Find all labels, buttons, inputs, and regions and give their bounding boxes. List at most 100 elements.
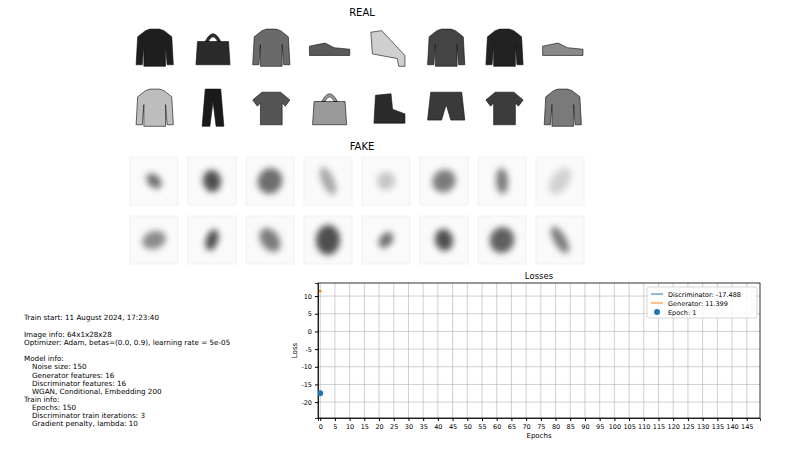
x-tick: 95: [596, 418, 604, 431]
x-tick: 70: [522, 418, 530, 431]
x-tick-mark: [541, 418, 542, 421]
fake-tile: [130, 216, 178, 264]
grid-line: [423, 283, 424, 418]
fake-image: [495, 168, 508, 195]
legend: Discriminator: -17.488Generator: 11.399E…: [647, 287, 757, 318]
y-tick: 0: [308, 328, 318, 336]
x-tick: 110: [638, 418, 650, 431]
canvas: REALFAKETrain start: 11 August 2024, 17:…: [0, 0, 800, 450]
x-tick: 145: [741, 418, 753, 431]
real-grid: [136, 29, 583, 126]
x-tick: 85: [567, 418, 575, 431]
y-tick-label: 0: [308, 328, 312, 336]
fake-tile: [478, 157, 526, 205]
x-tick: 100: [609, 418, 621, 431]
fake-image: [255, 224, 285, 256]
x-tick-label: 60: [493, 423, 501, 431]
x-tick-mark: [732, 418, 733, 421]
y-tick: -5: [306, 346, 318, 354]
plot-frame: [318, 283, 760, 418]
x-tick-label: 125: [682, 423, 694, 431]
real-image: [486, 29, 523, 66]
x-axis: 0510152025303540455055606570758085909510…: [319, 418, 761, 431]
x-tick-mark: [703, 418, 704, 421]
grid-line: [496, 283, 497, 418]
x-tick: 45: [449, 418, 457, 431]
legend-label: Epoch: 1: [668, 309, 696, 317]
epoch-marker: [318, 390, 323, 396]
fake-tile: [478, 216, 526, 264]
x-tick-mark: [467, 418, 468, 421]
x-tick: 90: [581, 418, 589, 431]
grid-line: [643, 283, 644, 418]
x-tick: 140: [726, 418, 738, 431]
real-image: [543, 43, 583, 55]
x-tick-mark: [394, 418, 395, 421]
x-tick-mark: [438, 418, 439, 421]
x-tick: 125: [682, 418, 694, 431]
x-tick: 130: [697, 418, 709, 431]
x-tick-label: 0: [319, 423, 323, 431]
x-tick-mark: [747, 418, 748, 421]
y-tick: -20: [301, 399, 318, 407]
x-axis-title: Epochs: [526, 432, 551, 440]
y-tick: 10: [304, 293, 318, 301]
fake-image: [544, 164, 576, 199]
x-tick: 50: [464, 418, 472, 431]
grid-line: [614, 283, 615, 418]
real-image: [136, 29, 173, 66]
grid-line: [379, 283, 380, 418]
x-tick-mark: [526, 418, 527, 421]
plot-marks: [318, 290, 323, 396]
fake-image: [428, 165, 461, 197]
grid-line: [629, 283, 630, 418]
y-axis-title: Loss: [291, 342, 299, 358]
fake-image: [376, 229, 397, 251]
x-tick-label: 45: [449, 423, 457, 431]
x-tick-mark: [717, 418, 718, 421]
x-tick: 40: [434, 418, 442, 431]
x-tick-label: 5: [333, 423, 337, 431]
x-tick: 35: [420, 418, 428, 431]
x-tick: 15: [361, 418, 369, 431]
y-tick: -15: [301, 381, 318, 389]
x-tick-label: 75: [537, 423, 545, 431]
x-tick-label: 20: [375, 423, 383, 431]
x-tick-mark: [570, 418, 571, 421]
x-tick-label: 55: [478, 423, 486, 431]
x-tick-label: 30: [405, 423, 413, 431]
real-image: [486, 92, 523, 125]
fake-image: [486, 223, 518, 256]
x-tick-label: 25: [390, 423, 398, 431]
fake-tile: [536, 216, 584, 264]
x-tick-mark: [497, 418, 498, 421]
x-tick-label: 90: [581, 423, 589, 431]
grid: [318, 283, 760, 418]
fake-tile: [304, 216, 352, 264]
x-tick-mark: [350, 418, 351, 421]
x-tick: 65: [508, 418, 516, 431]
fake-image: [316, 165, 339, 197]
x-tick: 20: [375, 418, 383, 431]
x-tick-label: 135: [712, 423, 724, 431]
y-tick-label: 10: [304, 293, 312, 301]
fake-tile: [536, 157, 584, 205]
real-image: [428, 92, 465, 120]
fake-image: [315, 225, 340, 256]
x-tick-mark: [629, 418, 630, 421]
real-image: [253, 29, 290, 66]
x-tick-mark: [688, 418, 689, 421]
grid-line: [526, 283, 527, 418]
fake-image: [202, 169, 223, 193]
x-tick-label: 50: [464, 423, 472, 431]
grid-line: [555, 283, 556, 418]
x-tick-label: 40: [434, 423, 442, 431]
x-tick-label: 95: [596, 423, 604, 431]
y-tick-mark: [315, 331, 318, 332]
grid-line: [393, 283, 394, 418]
x-tick-label: 120: [668, 423, 680, 431]
real-image: [309, 43, 349, 55]
x-tick: 0: [319, 418, 323, 431]
fake-image: [547, 224, 572, 256]
grid-line: [452, 283, 453, 418]
